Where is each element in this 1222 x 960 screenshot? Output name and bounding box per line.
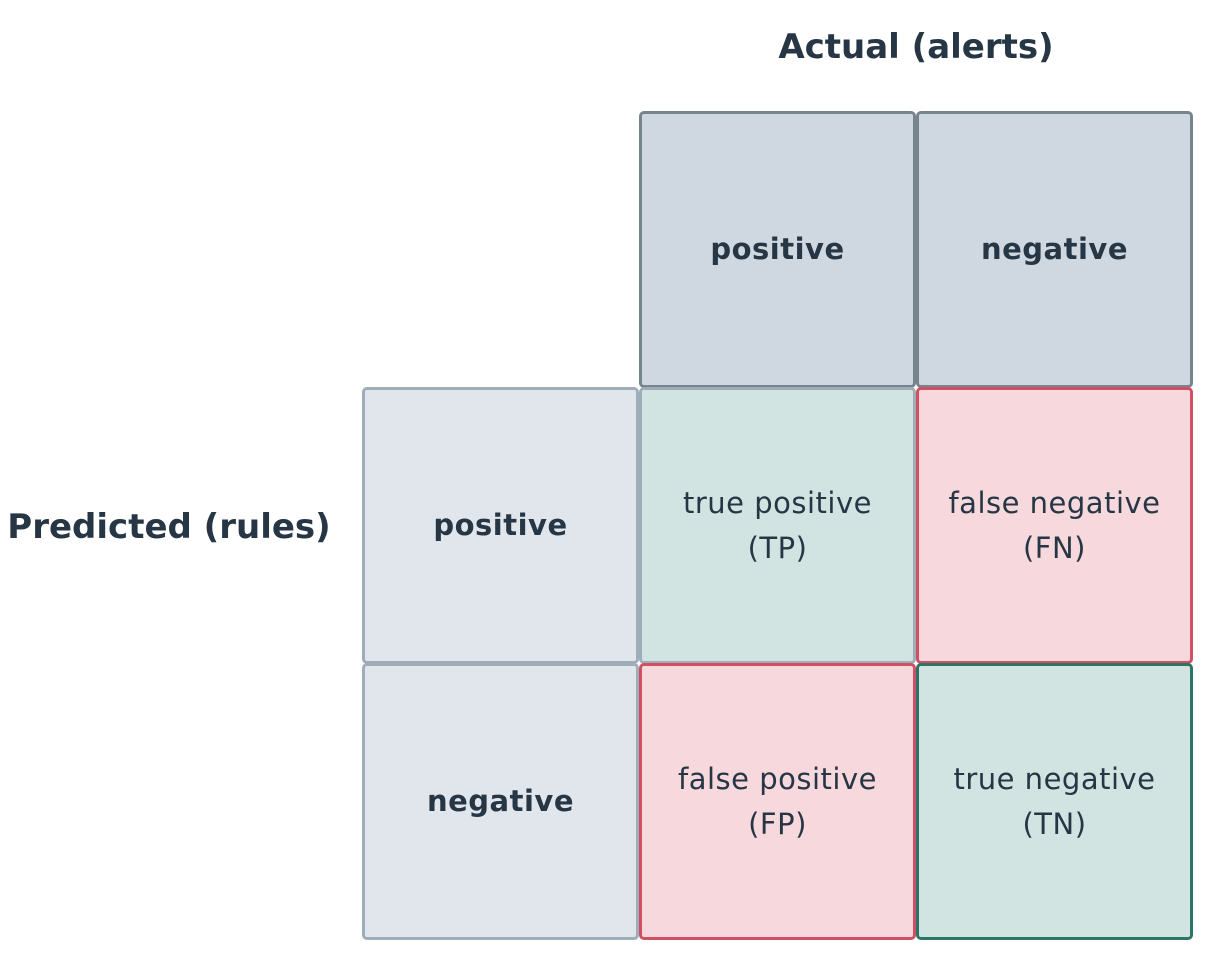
actual-axis-title: Actual (alerts) — [778, 27, 1054, 67]
column-header-negative-label: negative — [980, 232, 1129, 267]
cell-false-negative-abbr: (FN) — [1022, 530, 1086, 565]
cell-true-positive: true positive (TP) — [639, 387, 916, 664]
row-header-positive-label: positive — [433, 508, 568, 543]
column-header-positive: positive — [639, 111, 916, 388]
cell-true-negative: true negative (TN) — [916, 663, 1193, 940]
cell-true-negative-abbr: (TN) — [1022, 806, 1087, 841]
column-header-negative: negative — [916, 111, 1193, 388]
cell-true-positive-label: true positive — [683, 485, 872, 520]
row-header-negative: negative — [362, 663, 639, 940]
predicted-axis-title: Predicted (rules) — [7, 507, 331, 547]
cell-true-negative-label: true negative — [953, 761, 1156, 796]
cell-false-negative-label: false negative — [948, 485, 1161, 520]
row-header-positive: positive — [362, 387, 639, 664]
column-header-positive-label: positive — [710, 232, 845, 267]
cell-false-positive-abbr: (FP) — [748, 806, 807, 841]
cell-true-positive-abbr: (TP) — [747, 530, 808, 565]
row-header-negative-label: negative — [426, 784, 575, 819]
cell-false-positive: false positive (FP) — [639, 663, 916, 940]
cell-false-negative: false negative (FN) — [916, 387, 1193, 664]
cell-false-positive-label: false positive — [678, 761, 877, 796]
